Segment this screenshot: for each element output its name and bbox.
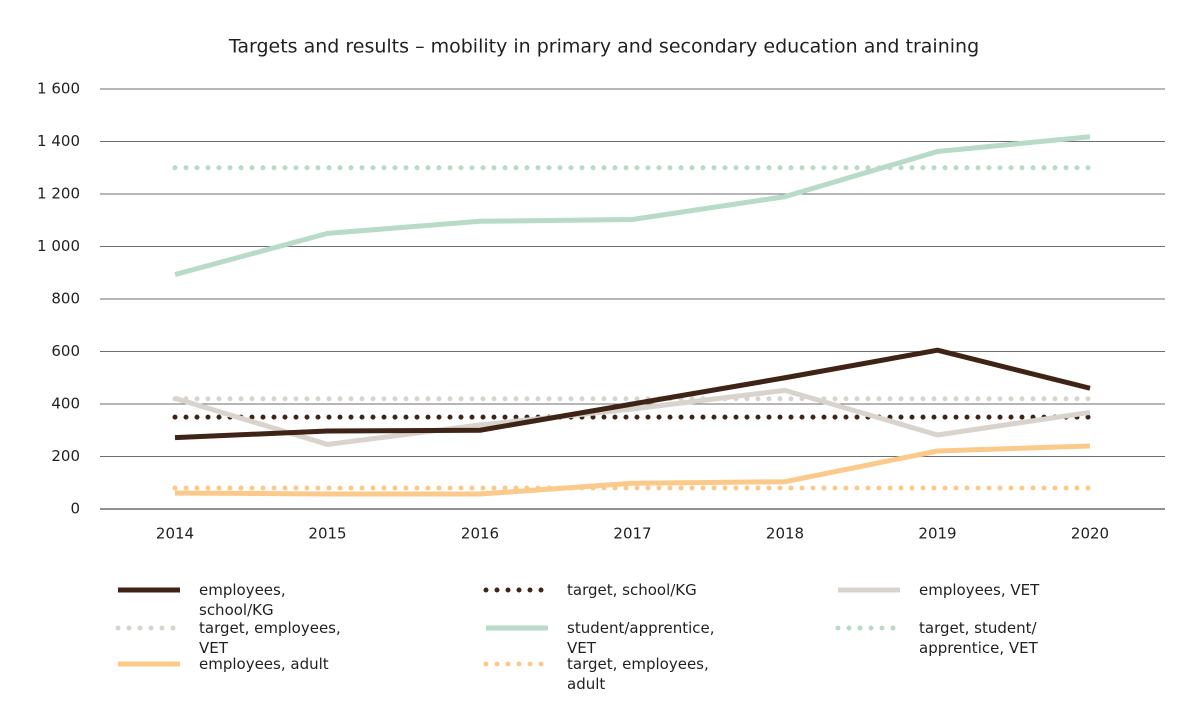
legend-item: target, employees, VET: [115, 618, 349, 658]
legend-label: employees, VET: [919, 581, 1040, 599]
series-line: [174, 443, 1091, 497]
x-tick-label: 2015: [308, 525, 346, 543]
series-line: [174, 387, 1091, 447]
y-tick-label: 200: [51, 447, 80, 465]
legend-swatch: [835, 625, 903, 631]
x-tick-label: 2017: [613, 525, 651, 543]
legend-item: student/apprentice, VET: [483, 618, 717, 658]
x-tick-label: 2019: [918, 525, 956, 543]
series-line: [174, 134, 1091, 278]
legend-label: target, employees, adult: [567, 655, 709, 693]
series-line: [174, 347, 1091, 441]
y-tick-label: 600: [51, 342, 80, 360]
legend-item: target, school/KG: [483, 580, 697, 600]
legend-swatch: [483, 587, 551, 593]
legend-item: target, employees, adult: [483, 654, 717, 694]
legend-swatch: [483, 661, 551, 667]
x-tick-label: 2016: [461, 525, 499, 543]
y-tick-label: 1 400: [37, 132, 80, 150]
legend-label: target, student/ apprentice, VET: [919, 619, 1038, 657]
legend-swatch: [486, 625, 548, 631]
legend-label: student/apprentice, VET: [567, 619, 715, 657]
legend-swatch: [118, 661, 180, 667]
x-tick-label: 2020: [1071, 525, 1109, 543]
legend-label: employees, school/KG: [199, 581, 286, 619]
legend-label: employees, adult: [199, 655, 329, 673]
y-tick-label: 1 600: [37, 80, 80, 98]
y-tick-label: 1 200: [37, 185, 80, 203]
legend-swatch: [118, 587, 180, 593]
x-tick-label: 2018: [766, 525, 804, 543]
legend-item: target, student/ apprentice, VET: [835, 618, 1069, 658]
chart-title: Targets and results – mobility in primar…: [228, 36, 979, 58]
legend-swatch: [115, 625, 183, 631]
x-tick-label: 2014: [156, 525, 194, 543]
y-tick-label: 0: [70, 500, 80, 518]
legend-swatch: [838, 587, 900, 593]
y-tick-label: 400: [51, 395, 80, 413]
y-tick-label: 800: [51, 290, 80, 308]
legend-label: target, employees, VET: [199, 619, 341, 657]
legend-label: target, school/KG: [567, 581, 697, 599]
legend-item: employees, school/KG: [115, 580, 349, 620]
legend-item: employees, VET: [835, 580, 1039, 600]
y-tick-label: 1 000: [37, 237, 80, 255]
legend-item: employees, adult: [115, 654, 329, 674]
